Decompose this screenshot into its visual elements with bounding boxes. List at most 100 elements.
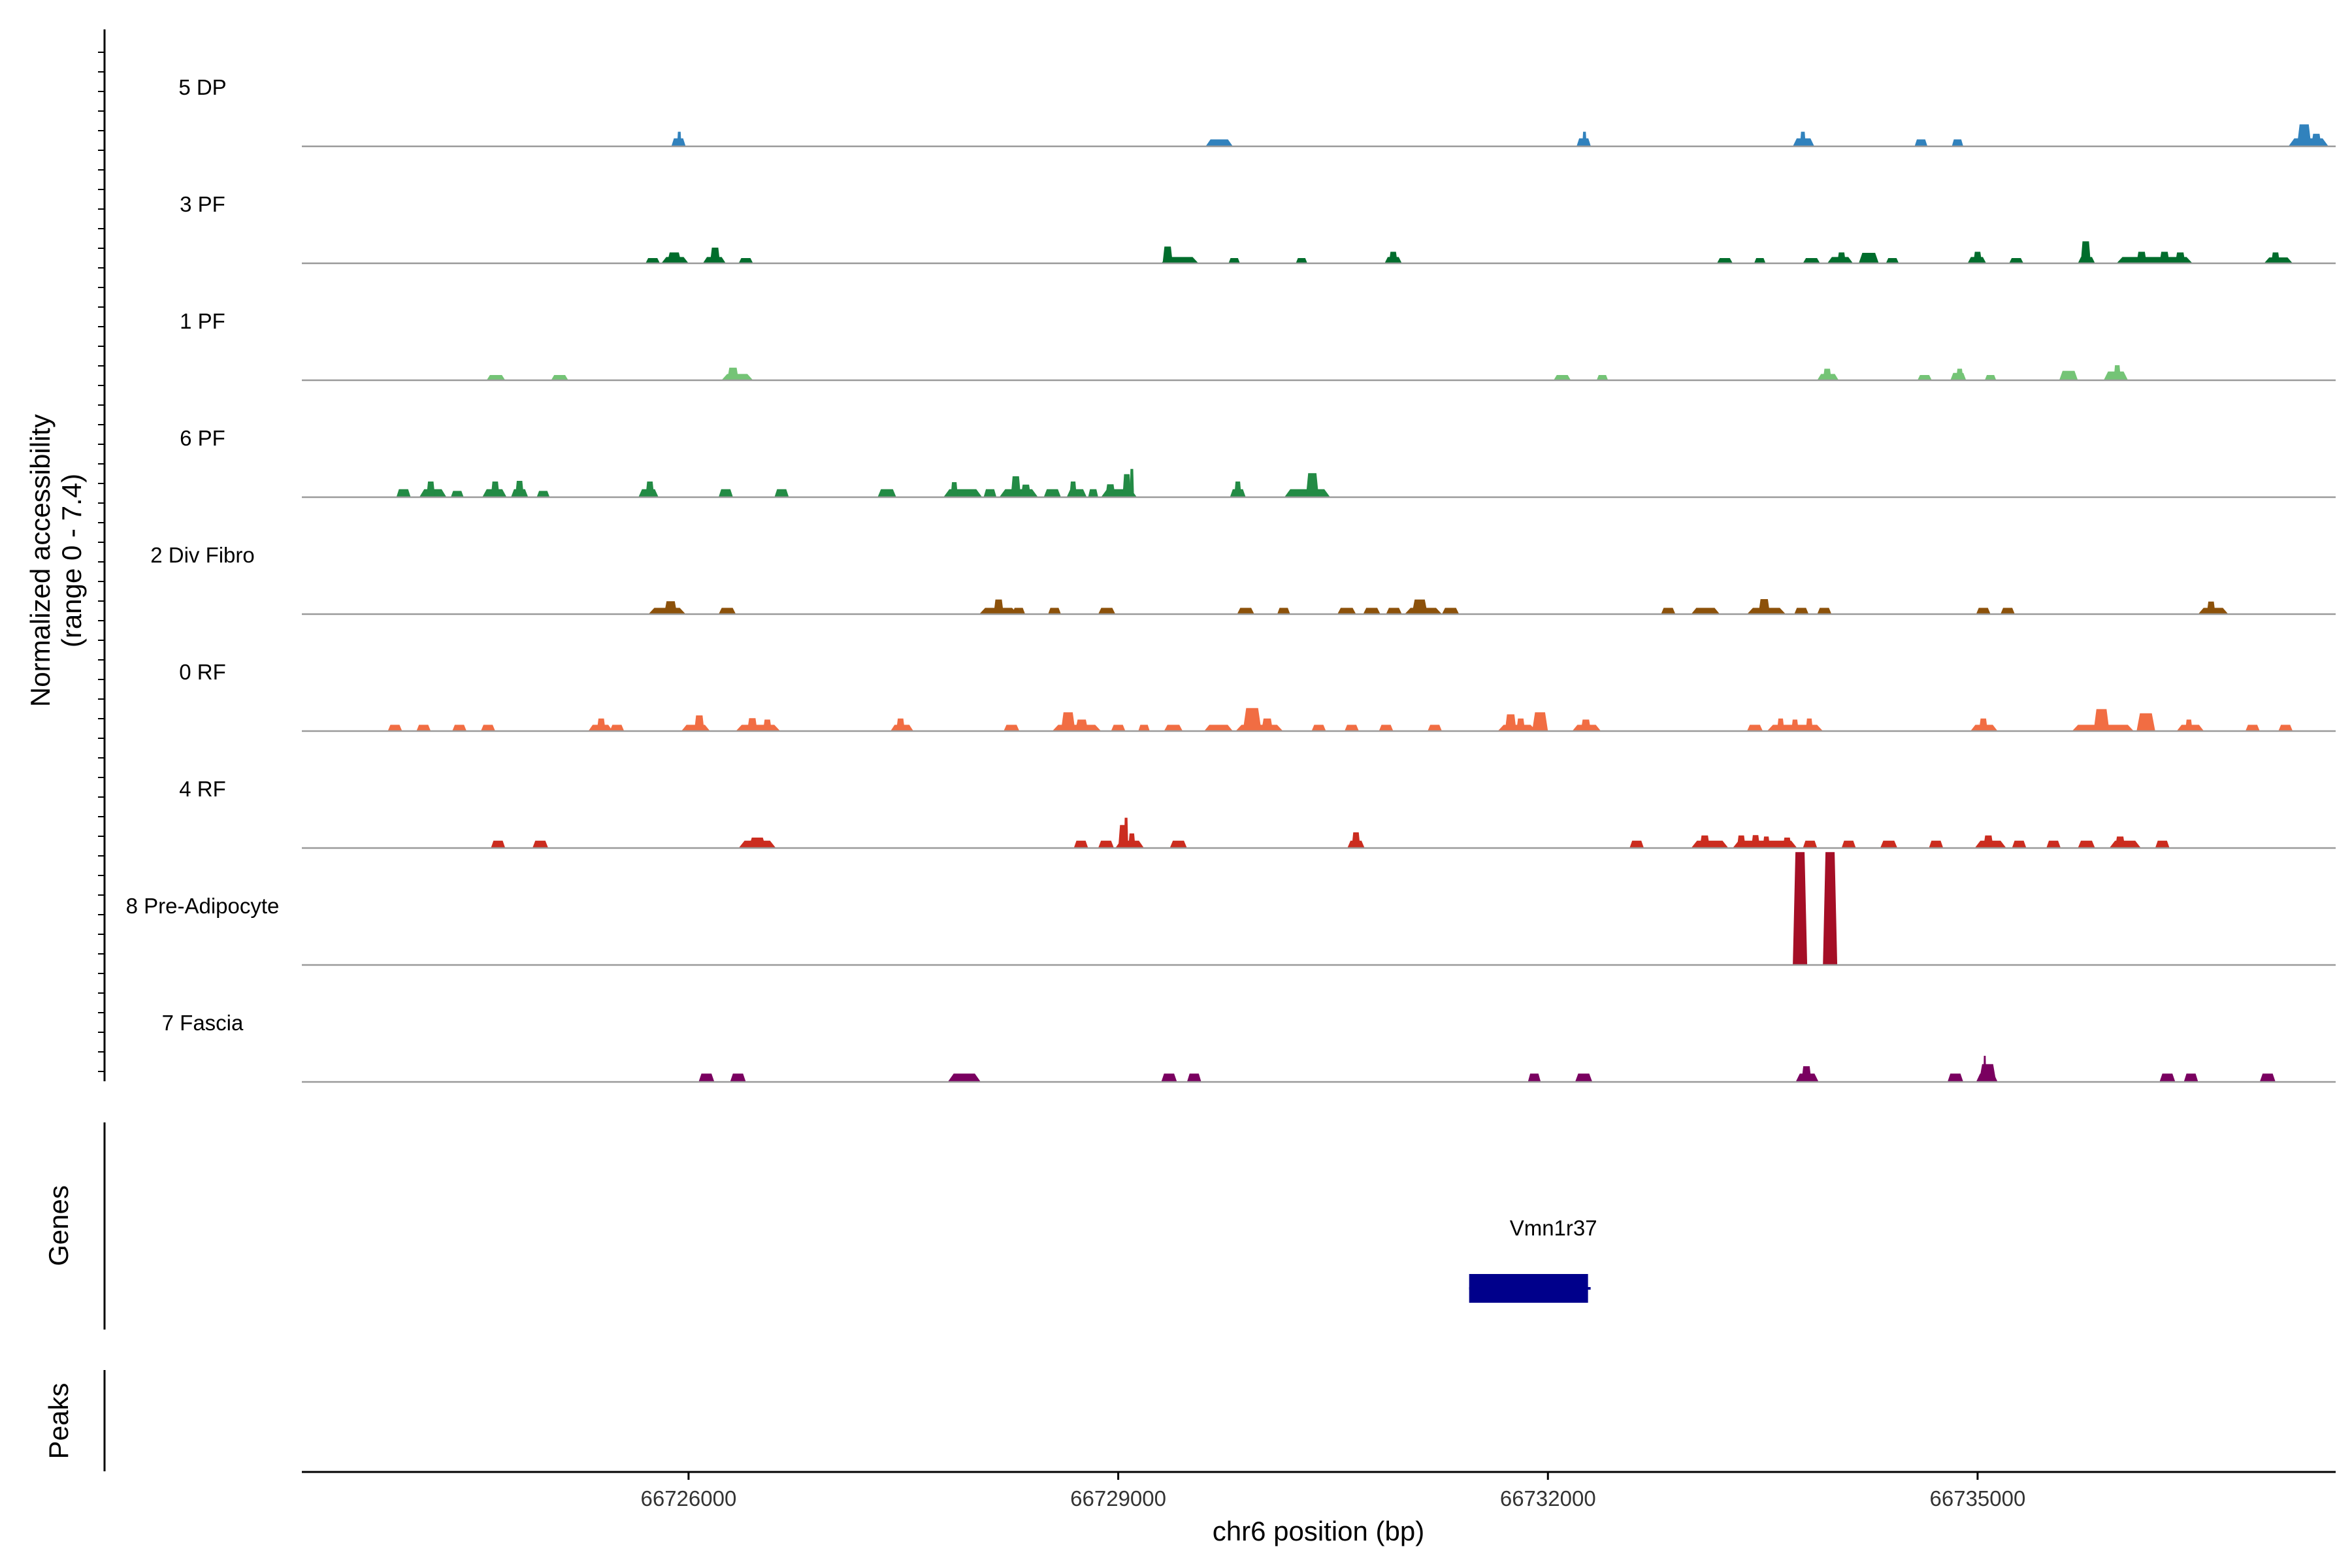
accessibility-peak	[481, 725, 495, 731]
accessibility-peak	[1596, 375, 1609, 380]
gene-annotations: Vmn1r37	[1469, 1216, 1597, 1303]
accessibility-peak	[2046, 840, 2061, 848]
accessibility-peak	[645, 258, 661, 263]
track-2: 1 PF	[180, 309, 2336, 382]
accessibility-peak	[2271, 252, 2280, 263]
accessibility-peak	[1794, 608, 1809, 614]
accessibility-peak	[1952, 139, 1963, 146]
accessibility-peak	[2136, 252, 2147, 263]
x-axis-ticks: 66726000 66729000 66732000 66735000	[640, 1472, 2025, 1511]
accessibility-peak	[486, 375, 506, 380]
accessibility-peak	[491, 840, 506, 848]
accessibility-peak	[1516, 718, 1526, 731]
x-axis-label: chr6 position (bp)	[1213, 1516, 1425, 1546]
accessibility-peak	[1983, 1056, 1987, 1082]
accessibility-peak	[1261, 718, 1273, 731]
accessibility-peak	[1973, 252, 1982, 263]
accessibility-peak	[1345, 725, 1359, 731]
accessibility-peak	[1886, 258, 1899, 263]
accessibility-peak	[387, 725, 402, 731]
accessibility-peak	[1228, 258, 1240, 263]
accessibility-peak	[1060, 712, 1075, 731]
accessibility-peak	[896, 718, 905, 731]
accessibility-peak	[1823, 852, 1838, 965]
accessibility-peak	[1122, 474, 1132, 497]
accessibility-peak	[2185, 719, 2193, 731]
accessibility-peak	[1124, 817, 1128, 848]
accessibility-peak	[1929, 840, 1944, 848]
track-3: 6 PF	[180, 426, 2336, 498]
accessibility-peak	[1412, 599, 1428, 614]
accessibility-peak	[2001, 608, 2015, 614]
track-panel: 5 DP 3 PF 1 PF 6 PF 2 Div Fibro 0 RF 4 RF 8 Pre…	[126, 75, 2336, 1083]
accessibility-peak	[2116, 257, 2193, 263]
accessibility-peak	[2080, 241, 2091, 263]
accessibility-peak	[532, 840, 549, 848]
accessibility-peak	[2311, 133, 2322, 146]
accessibility-peak	[1791, 719, 1799, 731]
accessibility-peak	[694, 715, 704, 731]
accessibility-peak	[2183, 1073, 2198, 1082]
accessibility-peak	[736, 725, 781, 731]
accessibility-peak	[1837, 252, 1846, 263]
accessibility-peak	[1801, 1066, 1812, 1082]
accessibility-peak	[727, 367, 739, 380]
accessibility-peak	[1575, 1073, 1593, 1082]
track-label: 8 Pre-Adipocyte	[126, 894, 280, 918]
x-tick-label: 66729000	[1070, 1486, 1166, 1511]
accessibility-peak	[1012, 608, 1026, 614]
accessibility-peak	[677, 131, 681, 146]
accessibility-peak	[1793, 852, 1808, 965]
accessibility-peak	[2059, 370, 2078, 380]
accessibility-peak	[2078, 840, 2095, 848]
accessibility-peak	[1758, 599, 1771, 614]
y-axis-label-line1: Normalized accessibility	[25, 414, 56, 707]
accessibility-peak	[718, 489, 733, 497]
accessibility-peak	[1204, 725, 1233, 731]
track-1: 3 PF	[180, 192, 2336, 265]
accessibility-peak	[2245, 725, 2260, 731]
accessibility-peak	[1751, 835, 1760, 848]
accessibility-peak	[1629, 840, 1644, 848]
accessibility-peak	[2115, 836, 2125, 848]
accessibility-peak	[1979, 1064, 1997, 1082]
accessibility-peak	[951, 482, 958, 497]
track-5: 0 RF	[179, 660, 2336, 732]
accessibility-peak	[551, 375, 568, 380]
accessibility-peak	[1763, 836, 1771, 848]
accessibility-peak	[1164, 725, 1183, 731]
accessibility-peak	[1337, 608, 1356, 614]
accessibility-peak	[1161, 1073, 1177, 1082]
accessibility-peak	[1277, 608, 1290, 614]
accessibility-peak	[451, 491, 464, 497]
track-label: 6 PF	[180, 426, 225, 450]
accessibility-peak	[2278, 725, 2293, 731]
accessibility-peak	[1205, 139, 1233, 146]
accessibility-peak	[1070, 482, 1077, 497]
accessibility-peak	[2159, 252, 2170, 263]
accessibility-peak	[1956, 368, 1963, 380]
accessibility-peak	[1582, 131, 1587, 146]
accessibility-peak	[2259, 1073, 2276, 1082]
x-tick-label: 66732000	[1500, 1486, 1596, 1511]
accessibility-peak	[610, 725, 625, 731]
track-6: 4 RF	[179, 777, 2336, 849]
accessibility-peak	[1661, 608, 1676, 614]
accessibility-peak	[1914, 139, 1928, 146]
accessibility-peak	[1782, 838, 1791, 848]
accessibility-peak	[1098, 608, 1116, 614]
accessibility-peak	[1243, 708, 1262, 731]
accessibility-peak	[1699, 835, 1710, 848]
accessibility-peak	[1130, 468, 1134, 497]
accessibility-peak	[1186, 1073, 1201, 1082]
x-tick-label: 66735000	[1930, 1486, 2026, 1511]
accessibility-peak	[1947, 1073, 1963, 1082]
accessibility-peak	[1747, 725, 1763, 731]
accessibility-peak	[645, 482, 655, 497]
accessibility-peak	[718, 608, 736, 614]
accessibility-peak	[1777, 718, 1784, 731]
accessibility-peak	[877, 489, 896, 497]
accessibility-peak	[1021, 484, 1031, 497]
accessibility-peak	[1580, 719, 1591, 731]
accessibility-peak	[1691, 840, 1729, 848]
